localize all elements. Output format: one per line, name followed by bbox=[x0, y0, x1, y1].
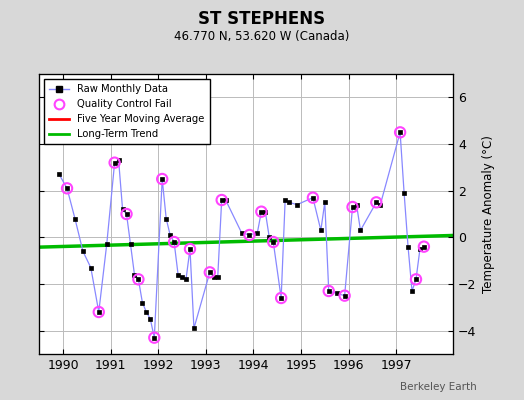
Point bbox=[341, 292, 349, 299]
Point bbox=[111, 160, 119, 166]
Point bbox=[170, 239, 178, 245]
Point bbox=[277, 295, 286, 301]
Text: 46.770 N, 53.620 W (Canada): 46.770 N, 53.620 W (Canada) bbox=[174, 30, 350, 43]
Point bbox=[324, 288, 333, 294]
Point bbox=[122, 211, 130, 217]
Legend: Raw Monthly Data, Quality Control Fail, Five Year Moving Average, Long-Term Tren: Raw Monthly Data, Quality Control Fail, … bbox=[45, 79, 210, 144]
Point bbox=[95, 309, 103, 315]
Point bbox=[257, 208, 266, 215]
Point bbox=[63, 185, 71, 192]
Point bbox=[348, 204, 357, 210]
Point bbox=[420, 244, 428, 250]
Point bbox=[309, 194, 317, 201]
Point bbox=[205, 269, 214, 276]
Point bbox=[158, 176, 167, 182]
Y-axis label: Temperature Anomaly (°C): Temperature Anomaly (°C) bbox=[482, 135, 495, 293]
Point bbox=[412, 276, 420, 282]
Text: ST STEPHENS: ST STEPHENS bbox=[199, 10, 325, 28]
Point bbox=[372, 199, 380, 206]
Point bbox=[245, 232, 254, 238]
Point bbox=[186, 246, 194, 252]
Point bbox=[217, 197, 226, 203]
Point bbox=[150, 334, 158, 341]
Point bbox=[134, 276, 143, 282]
Point bbox=[269, 239, 277, 245]
Point bbox=[396, 129, 405, 136]
Text: Berkeley Earth: Berkeley Earth bbox=[400, 382, 477, 392]
